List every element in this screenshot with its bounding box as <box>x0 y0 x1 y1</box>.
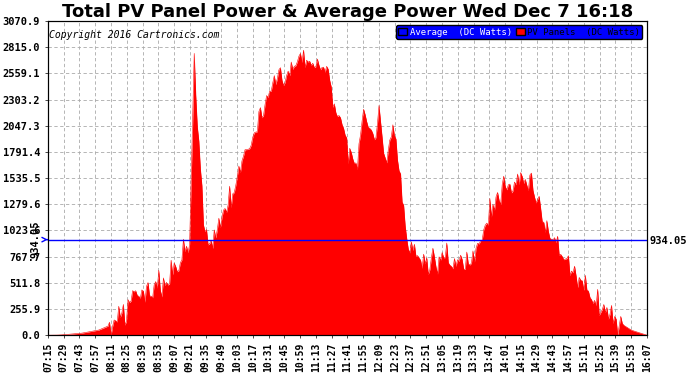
Title: Total PV Panel Power & Average Power Wed Dec 7 16:18: Total PV Panel Power & Average Power Wed… <box>62 3 633 21</box>
Text: Copyright 2016 Cartronics.com: Copyright 2016 Cartronics.com <box>49 30 219 40</box>
Text: 934.05: 934.05 <box>31 221 41 258</box>
Legend: Average  (DC Watts), PV Panels  (DC Watts): Average (DC Watts), PV Panels (DC Watts) <box>396 26 642 39</box>
